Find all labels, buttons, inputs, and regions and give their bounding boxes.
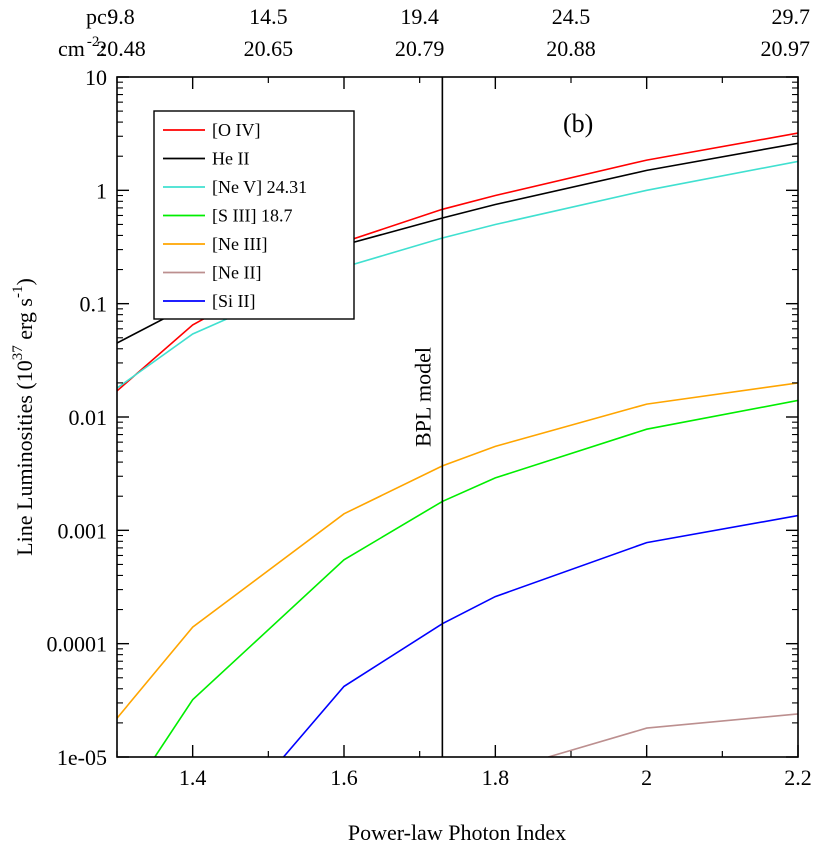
top-axis: pc: cm -2: 9.8 20.48 14.5 20.65 19.4 20.79 24.5… — [58, 4, 810, 61]
legend-label: [O IV] — [212, 120, 260, 140]
top-pc-value: 29.7 — [772, 4, 811, 29]
legend-items: [O IV] He II [Ne V] 24.31 [S III] 18.7 [Ne I… — [163, 120, 307, 311]
series-line-5 — [548, 713, 798, 757]
top-pc-value: 24.5 — [552, 4, 591, 29]
legend-label: [Si II] — [212, 291, 256, 311]
y-tick-label: 0.0001 — [47, 632, 108, 657]
panel-label: (b) — [563, 109, 593, 138]
y-axis-ticks: 1e-05 0.0001 0.001 0.01 0.1 1 10 — [47, 65, 798, 770]
top-cm-value: 20.48 — [96, 36, 146, 61]
legend: [O IV] He II [Ne V] 24.31 [S III] 18.7 [Ne I… — [153, 110, 355, 320]
top-cm-value: 20.97 — [761, 36, 811, 61]
top-pc-value: 19.4 — [400, 4, 439, 29]
bpl-marker-label: BPL model — [410, 347, 435, 447]
top-pc-value: 14.5 — [249, 4, 288, 29]
y-tick-label: 1 — [96, 178, 107, 203]
y-axis-title: Line Luminosities (1037 erg s-1) — [10, 278, 37, 556]
y-tick-label: 0.1 — [80, 292, 108, 317]
legend-label: [Ne III] — [212, 234, 267, 254]
x-tick-label: 2 — [641, 765, 652, 790]
x-tick-label: 1.4 — [179, 765, 207, 790]
x-axis-title: Power-law Photon Index — [348, 820, 566, 845]
legend-label: [S III] 18.7 — [212, 206, 292, 226]
top-cm-value: 20.88 — [546, 36, 596, 61]
series-line-6 — [282, 514, 798, 757]
y-tick-label: 1e-05 — [57, 745, 107, 770]
y-tick-label: 0.01 — [69, 405, 108, 430]
x-tick-label: 2.2 — [784, 765, 812, 790]
top-pc-value: 9.8 — [107, 4, 135, 29]
y-tick-label: 0.001 — [58, 518, 108, 543]
x-tick-label: 1.6 — [330, 765, 358, 790]
top-values: 9.8 20.48 14.5 20.65 19.4 20.79 24.5 20.88 29.7 2… — [96, 4, 810, 61]
legend-label: [Ne V] 24.31 — [212, 177, 307, 197]
legend-label: [Ne II] — [212, 263, 261, 283]
top-cm-value: 20.65 — [244, 36, 294, 61]
x-tick-label: 1.8 — [482, 765, 510, 790]
top-cm-value: 20.79 — [395, 36, 445, 61]
legend-label: He II — [212, 149, 249, 169]
y-tick-label: 10 — [85, 65, 107, 90]
top-row1-label: pc: — [86, 4, 113, 29]
top-row2-label: cm -2: — [58, 34, 106, 61]
